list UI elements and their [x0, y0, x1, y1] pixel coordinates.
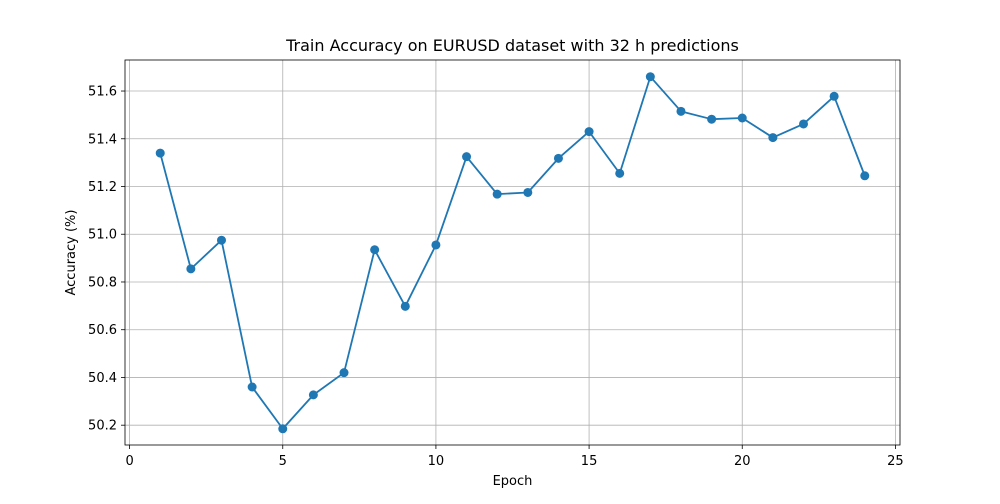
data-point — [308, 390, 318, 400]
grid — [125, 60, 900, 445]
y-axis-label: Accuracy (%) — [64, 210, 79, 296]
data-point — [553, 153, 563, 163]
y-tick-label: 50.2 — [88, 419, 117, 434]
x-tick-label: 5 — [279, 454, 287, 469]
series-line — [159, 75, 866, 430]
data-point — [339, 368, 349, 378]
data-point — [370, 245, 380, 255]
x-axis-label: Epoch — [493, 474, 533, 489]
y-tick-label: 50.8 — [88, 275, 117, 290]
data-point — [186, 264, 196, 274]
data-point — [216, 235, 226, 245]
x-tick-label: 25 — [887, 454, 904, 469]
y-tick-label: 50.4 — [88, 371, 117, 386]
data-point — [829, 91, 839, 101]
data-point — [492, 189, 502, 199]
data-point — [645, 72, 655, 82]
data-point — [278, 424, 288, 434]
y-tick-label: 51.0 — [88, 228, 117, 243]
plot-area-frame — [124, 59, 901, 446]
data-point — [431, 240, 441, 250]
series-group — [155, 72, 870, 434]
x-tick-label: 20 — [734, 454, 751, 469]
data-point — [707, 114, 717, 124]
x-tick-label: 15 — [581, 454, 598, 469]
y-tick-label: 51.4 — [88, 132, 117, 147]
data-point — [155, 148, 165, 158]
chart-title: Train Accuracy on EURUSD dataset with 32… — [285, 36, 739, 55]
data-point — [799, 119, 809, 129]
y-tick-label: 51.2 — [88, 180, 117, 195]
data-point — [768, 133, 778, 143]
data-point — [615, 168, 625, 178]
data-point — [462, 152, 472, 162]
data-point — [676, 106, 686, 116]
data-point — [584, 127, 594, 137]
data-point — [860, 171, 870, 181]
y-tick-label: 51.6 — [88, 85, 117, 100]
y-tick-label: 50.6 — [88, 323, 117, 338]
data-point — [247, 382, 257, 392]
data-point — [400, 301, 410, 311]
data-point — [523, 187, 533, 197]
axis-ticks: 0 5 10 15 20 25 50.2 50.4 50.6 50.8 51.0 51.2 51.4 51… — [88, 85, 904, 469]
x-tick-label: 0 — [125, 454, 133, 469]
x-tick-label: 10 — [428, 454, 445, 469]
data-point — [737, 113, 747, 123]
